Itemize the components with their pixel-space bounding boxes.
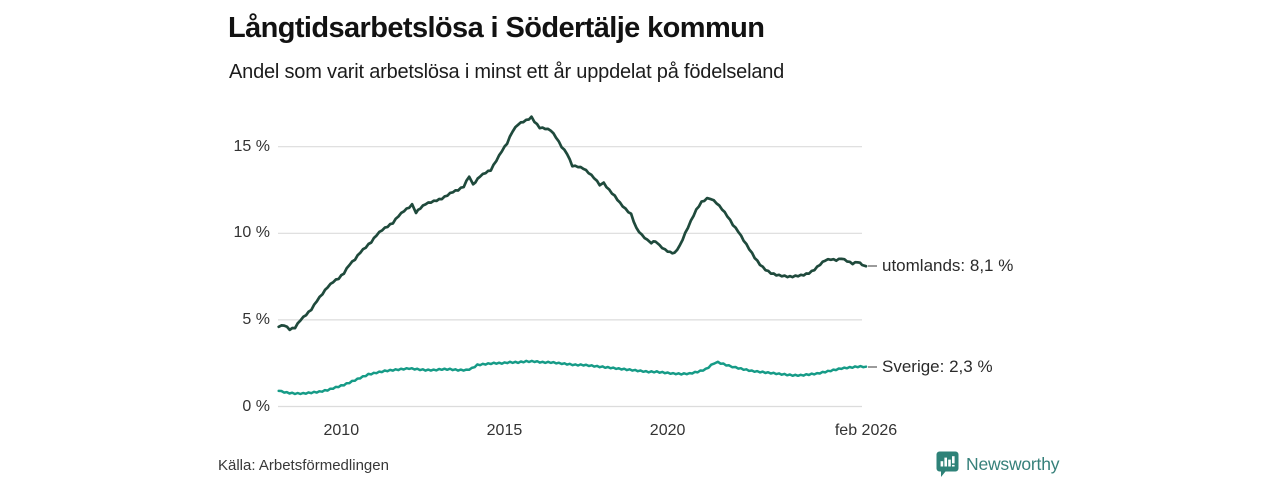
line-end-label-utomlands: utomlands: 8,1 %: [868, 253, 1013, 279]
x-axis-tick-label: 2020: [649, 422, 686, 439]
newsworthy-logo-icon: [936, 451, 959, 477]
source-attribution: Källa: Arbetsförmedlingen: [218, 457, 389, 474]
series-line-utomlands: [277, 115, 868, 332]
newsworthy-brand-name: Newsworthy: [966, 454, 1060, 474]
page-subtitle: Andel som varit arbetslösa i minst ett å…: [229, 61, 785, 83]
label-connector-dash: [868, 365, 877, 368]
line-end-label-text: Sverige: 2,3 %: [882, 356, 993, 376]
y-axis-tick-label: 15 %: [233, 137, 270, 155]
label-connector-dash: [868, 265, 877, 268]
line-end-label-text: utomlands: 8,1 %: [882, 256, 1014, 276]
x-axis-tick-label: feb 2026: [834, 422, 898, 439]
y-axis-tick-label: 5 %: [242, 310, 270, 328]
newsworthy-brand-link[interactable]: Newsworthy: [936, 451, 1060, 478]
x-axis-tick-label: 2010: [323, 422, 360, 439]
y-axis-tick-label: 10 %: [233, 224, 270, 242]
x-axis-tick-label: 2015: [486, 422, 523, 439]
line-end-label-sverige: Sverige: 2,3 %: [868, 354, 993, 380]
page-title: Långtidsarbetslösa i Södertälje kommun: [228, 12, 765, 44]
y-axis-tick-label: 0 %: [242, 397, 270, 415]
series-line-sverige: [277, 359, 868, 396]
